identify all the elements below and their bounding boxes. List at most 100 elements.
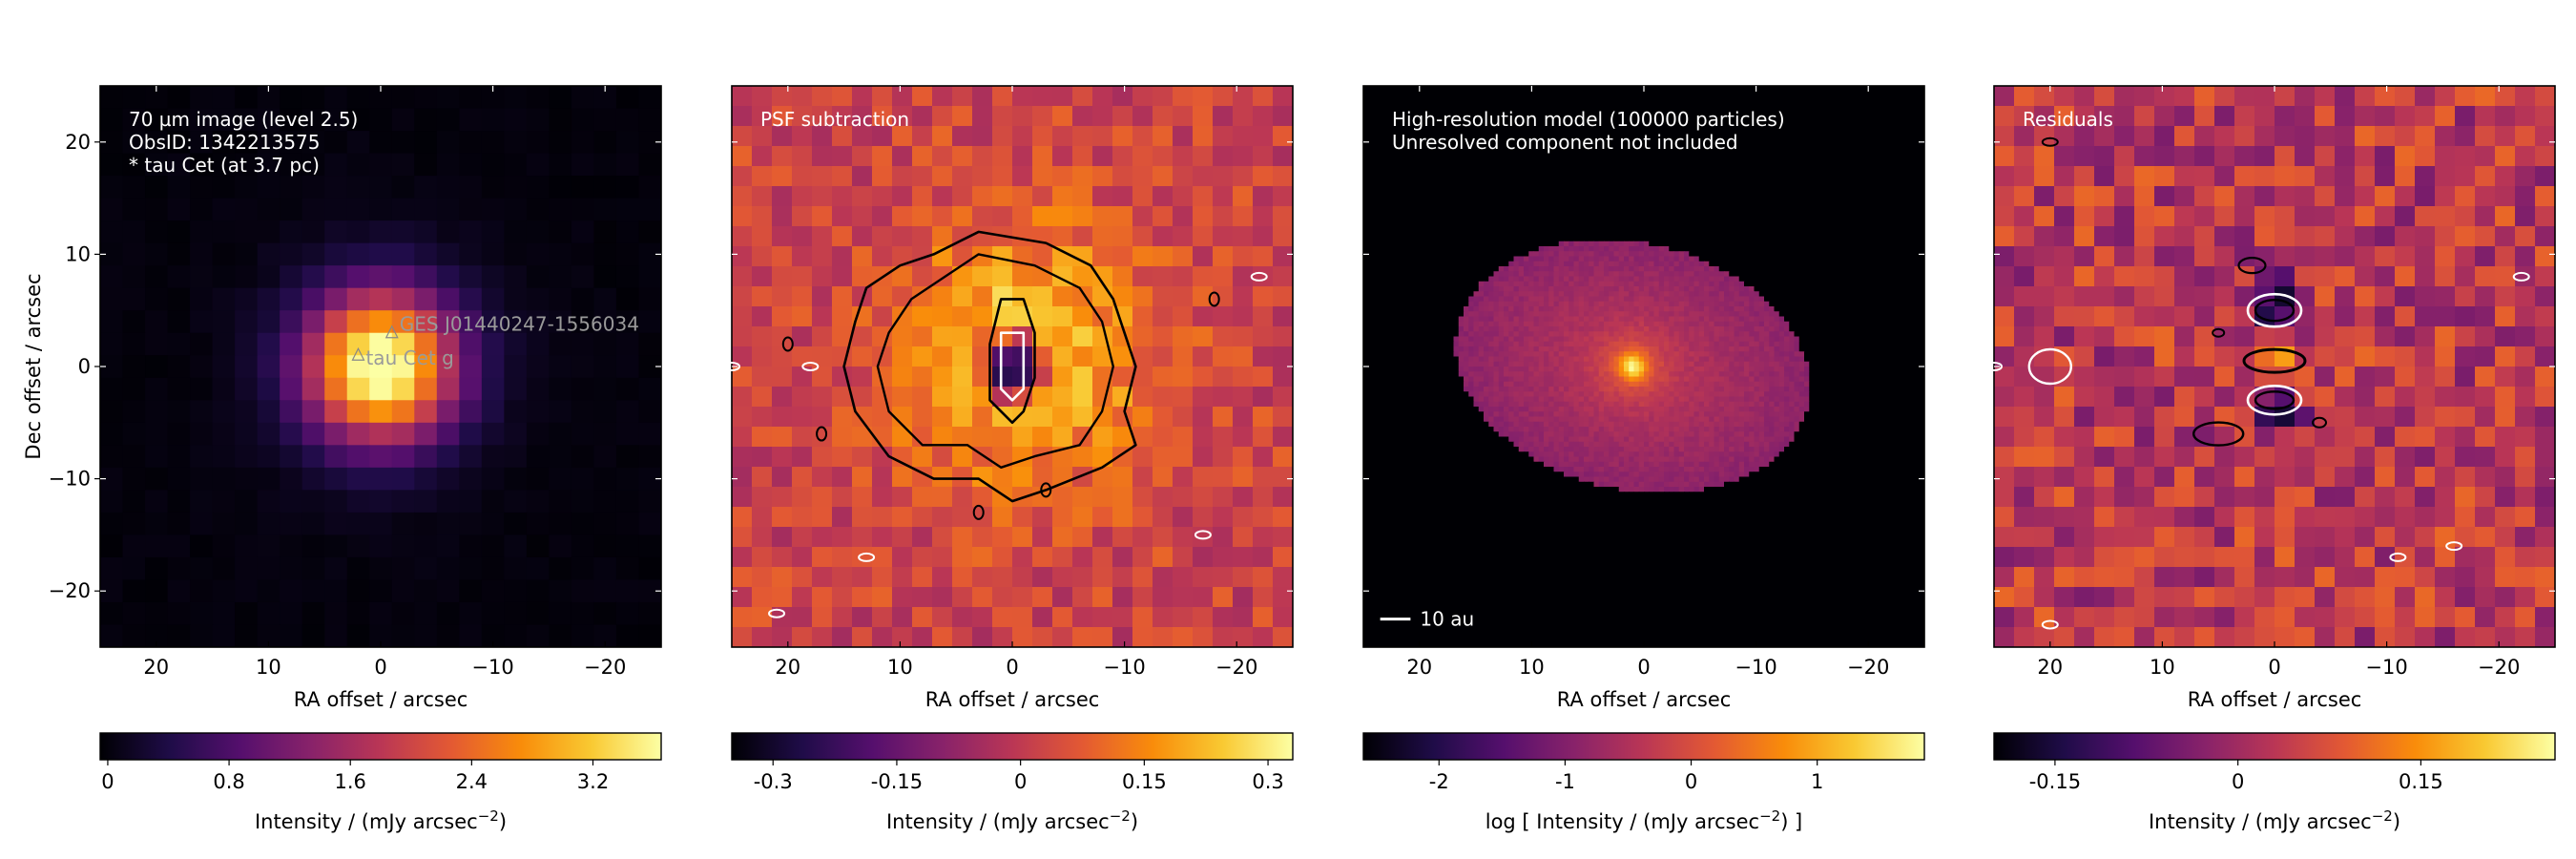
heatmap-cell <box>1508 156 1515 162</box>
heatmap-cell <box>1804 171 1810 178</box>
heatmap-cell <box>1718 200 1725 207</box>
heatmap-cell <box>912 286 933 307</box>
heatmap-cell <box>1368 95 1375 102</box>
heatmap-cell <box>1693 91 1700 97</box>
heatmap-cell <box>1673 156 1680 162</box>
heatmap-cell <box>1778 136 1785 142</box>
heatmap-cell <box>593 198 617 221</box>
heatmap-cell <box>1578 226 1585 232</box>
heatmap-cell <box>1498 146 1505 152</box>
heatmap-cell <box>1874 176 1880 182</box>
heatmap-cell <box>1558 186 1565 192</box>
heatmap-cell <box>1403 146 1409 152</box>
heatmap-cell <box>1678 186 1685 192</box>
heatmap-cell <box>1558 140 1565 147</box>
heatmap-cell <box>1864 111 1870 117</box>
heatmap-cell <box>1629 200 1635 207</box>
heatmap-cell <box>1879 211 1885 218</box>
heatmap-cell <box>280 490 303 513</box>
heatmap-cell <box>1578 120 1585 127</box>
heatmap-cell <box>1693 236 1700 242</box>
heatmap-cell <box>1052 186 1073 207</box>
heatmap-cell <box>1769 176 1776 182</box>
heatmap-cell <box>346 534 370 558</box>
heatmap-cell <box>1769 196 1776 202</box>
heatmap-cell <box>638 86 661 110</box>
heatmap-cell <box>1633 120 1640 127</box>
heatmap-cell <box>1709 115 1715 122</box>
heatmap-cell <box>459 332 483 356</box>
heatmap-cell <box>1664 206 1670 212</box>
heatmap-cell <box>1388 211 1395 218</box>
heatmap-cell <box>1533 220 1540 227</box>
heatmap-cell <box>145 265 169 289</box>
heatmap-cell <box>1473 95 1480 102</box>
heatmap-cell <box>1548 191 1555 198</box>
heatmap-cell <box>1553 211 1560 218</box>
heatmap-cell <box>1518 106 1525 112</box>
heatmap-cell <box>1473 91 1480 97</box>
heatmap-cell <box>1508 191 1515 198</box>
heatmap-cell <box>1864 86 1870 92</box>
heatmap-cell <box>1444 216 1449 222</box>
heatmap-cell <box>1518 156 1525 162</box>
heatmap-cell <box>1638 166 1645 172</box>
heatmap-cell <box>1403 171 1409 178</box>
heatmap-cell <box>1629 100 1635 107</box>
heatmap-cell <box>1769 180 1776 187</box>
heatmap-cell <box>1508 220 1515 227</box>
heatmap-cell <box>1764 176 1770 182</box>
heatmap-cell <box>1072 226 1093 247</box>
heatmap-cell <box>1598 140 1605 147</box>
heatmap-cell <box>1213 627 1234 647</box>
heatmap-cell <box>1709 100 1715 107</box>
heatmap-cell <box>1373 216 1380 222</box>
heatmap-cell <box>1193 387 1214 408</box>
heatmap-cell <box>1363 126 1369 132</box>
heatmap-cell <box>1493 126 1500 132</box>
heatmap-cell <box>504 153 528 177</box>
heatmap-cell <box>1864 131 1870 137</box>
heatmap-cell <box>1874 126 1880 132</box>
heatmap-cell <box>1418 115 1424 122</box>
heatmap-cell <box>369 198 393 221</box>
heatmap-cell <box>1749 115 1755 122</box>
heatmap-cell <box>1448 146 1455 152</box>
heatmap-cell <box>1638 191 1645 198</box>
heatmap-cell <box>1673 186 1680 192</box>
heatmap-cell <box>1849 196 1856 202</box>
heatmap-cell <box>1193 326 1214 347</box>
heatmap-cell <box>1658 95 1665 102</box>
heatmap-cell <box>1433 186 1440 192</box>
heatmap-cell <box>792 607 813 628</box>
heatmap-cell <box>1604 200 1610 207</box>
heatmap-cell <box>1508 211 1515 218</box>
heatmap-cell <box>932 286 953 307</box>
heatmap-cell <box>792 387 813 408</box>
heatmap-cell <box>1593 106 1600 112</box>
heatmap-cell <box>1453 226 1460 232</box>
heatmap-cell <box>1884 180 1890 187</box>
heatmap-cell <box>1484 120 1489 127</box>
heatmap-cell <box>1738 106 1745 112</box>
heatmap-cell <box>1794 86 1800 92</box>
heatmap-cell <box>235 400 259 424</box>
heatmap-cell <box>324 332 348 356</box>
heatmap-cell <box>1829 86 1836 92</box>
heatmap-cell <box>1173 447 1194 468</box>
heatmap-cell <box>1749 200 1755 207</box>
heatmap-cell <box>1698 156 1705 162</box>
heatmap-cell <box>772 547 793 568</box>
heatmap-cell <box>212 377 236 401</box>
heatmap-cell <box>391 176 415 199</box>
heatmap-cell <box>1032 547 1053 568</box>
heatmap-cell <box>1698 126 1705 132</box>
heatmap-cell <box>1638 146 1645 152</box>
heatmap-cell <box>1528 126 1535 132</box>
heatmap-cell <box>1448 211 1455 218</box>
heatmap-cell <box>1363 151 1369 157</box>
heatmap-cell <box>459 422 483 446</box>
heatmap-cell <box>1273 467 1293 488</box>
heatmap-cell <box>1383 186 1389 192</box>
